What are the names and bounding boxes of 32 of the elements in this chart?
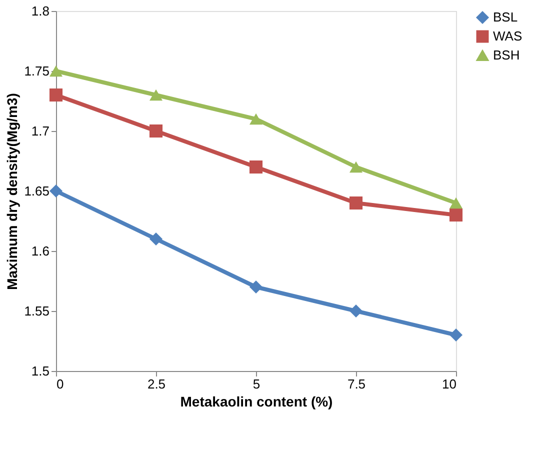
point	[349, 161, 363, 173]
y-axis-title: Maximum dry density(Mg/m3)	[4, 93, 20, 290]
point	[349, 196, 363, 210]
x-tick-label: 10	[442, 376, 456, 392]
point	[449, 197, 463, 209]
x-tick-label: 5	[252, 376, 260, 392]
point	[249, 280, 263, 294]
point	[149, 232, 163, 246]
x-tick-label: 0	[56, 376, 64, 392]
point	[449, 328, 463, 342]
point	[149, 124, 163, 138]
y-tick-label: 1.65	[24, 184, 50, 198]
point	[349, 304, 363, 318]
y-tick-label: 1.75	[24, 64, 50, 78]
x-axis-title: Metakaolin content (%)	[180, 394, 333, 410]
y-tick-label: 1.6	[31, 244, 50, 258]
legend-label: BSH	[493, 48, 520, 62]
x-tick-label: 2.5	[147, 376, 166, 392]
point	[49, 88, 63, 102]
y-tick-label: 1.55	[24, 304, 50, 318]
point	[249, 160, 263, 174]
point	[449, 208, 463, 222]
y-tick-label: 1.5	[31, 364, 50, 378]
point	[249, 113, 263, 125]
point	[49, 65, 63, 77]
y-tick-label: 1.7	[31, 124, 50, 138]
x-tick-label: 7.5	[347, 376, 366, 392]
legend-label: BSL	[493, 10, 518, 24]
y-tick-label: 1.8	[31, 4, 50, 18]
point	[49, 184, 63, 198]
point	[149, 89, 163, 101]
legend-label: WAS	[493, 28, 522, 44]
